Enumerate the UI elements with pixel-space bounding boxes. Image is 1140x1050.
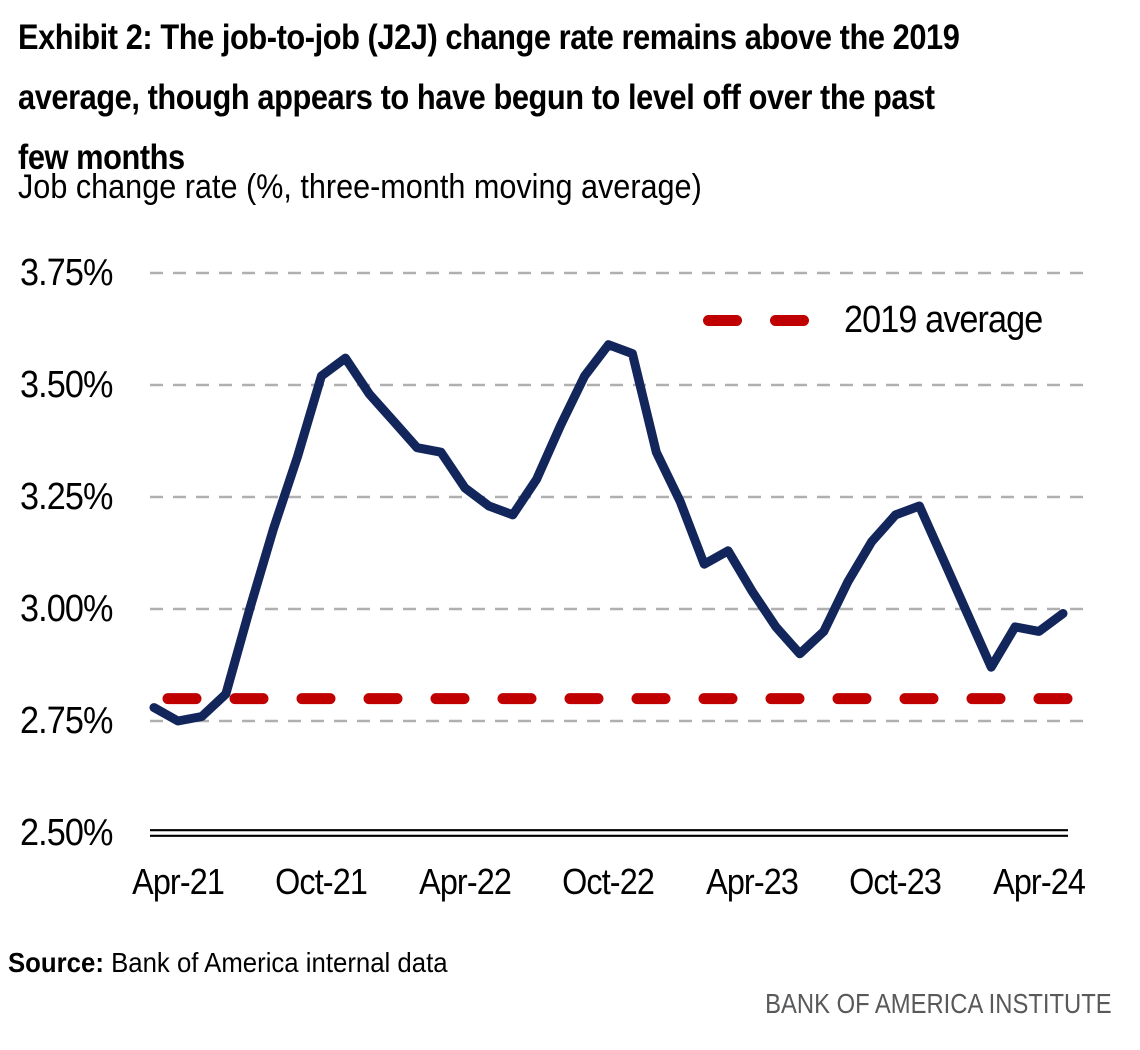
source-label: Source:: [8, 947, 104, 978]
x-tick-label-oct-21: Oct-21: [275, 861, 369, 902]
source-text: Bank of America internal data: [103, 947, 448, 978]
x-tick-label-oct-22: Oct-22: [562, 861, 656, 902]
exhibit-title: Exhibit 2: The job-to-job (J2J) change r…: [18, 8, 1138, 188]
y-tick-label-2-75: 2.75%: [20, 700, 113, 742]
x-tick-label-apr-23: Apr-23: [706, 861, 799, 902]
exhibit-title-line-2: average, though appears to have begun to…: [18, 78, 935, 117]
y-tick-label-2-50: 2.50%: [20, 812, 113, 854]
legend-dash-icon: [770, 314, 809, 326]
source-note: Source: Bank of America internal data: [8, 946, 486, 980]
y-tick-label-3-25: 3.25%: [20, 476, 113, 518]
x-tick-label-oct-23: Oct-23: [849, 861, 943, 902]
exhibit-title-line-3: few months: [18, 138, 185, 177]
legend-dash-icon: [703, 314, 742, 326]
bank-of-america-institute-branding: BANK OF AMERICA INSTITUTE: [765, 988, 1112, 1019]
job-change-rate-line: [149, 340, 1068, 726]
legend: 2019 average: [703, 298, 1064, 342]
y-tick-label-3-00: 3.00%: [20, 588, 113, 630]
x-tick-label-apr-24: Apr-24: [993, 861, 1086, 902]
legend-label: 2019 average: [844, 299, 1043, 341]
y-tick-label-3-75: 3.75%: [20, 252, 113, 294]
y-tick-label-3-50: 3.50%: [20, 364, 113, 406]
exhibit-title-line-1: Exhibit 2: The job-to-job (J2J) change r…: [18, 18, 960, 57]
chart-plot-area: [149, 271, 1088, 837]
chart-subtitle: Job change rate (%, three-month moving a…: [18, 168, 702, 206]
x-tick-label-apr-22: Apr-22: [419, 861, 512, 902]
x-tick-label-apr-21: Apr-21: [131, 861, 225, 902]
